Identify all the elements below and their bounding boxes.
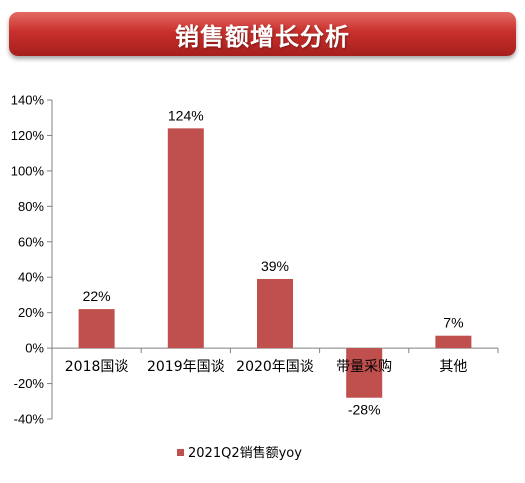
category-label: 带量采购	[336, 359, 392, 375]
category-label: 其他	[439, 359, 467, 375]
data-label: 22%	[83, 288, 111, 304]
data-label: 39%	[261, 258, 289, 274]
y-tick-label: -40%	[14, 412, 45, 427]
y-tick-label: 40%	[18, 270, 44, 285]
y-tick-label: 100%	[11, 163, 45, 178]
y-tick-label: 140%	[11, 93, 45, 108]
legend: 2021Q2销售额yoy	[177, 445, 302, 461]
data-label: 7%	[443, 315, 463, 331]
category-labels: 2018国谈 2019年国谈 2020年国谈 带量采购 其他	[65, 359, 468, 375]
bar	[346, 348, 383, 398]
y-tick-label: -20%	[14, 376, 45, 391]
category-label: 2018国谈	[65, 359, 129, 375]
legend-swatch	[177, 449, 184, 456]
bar	[257, 278, 293, 349]
category-label: 2020年国谈	[236, 359, 314, 375]
y-tick-label: 0%	[25, 341, 44, 356]
title-banner: 销售额增长分析	[9, 12, 516, 56]
y-tick-label: 20%	[18, 305, 44, 320]
y-axis: -40% -20% 0% 20% 40% 60% 80% 100% 120% 140%	[11, 93, 499, 427]
data-label: -28%	[348, 402, 381, 418]
y-tick-label: 80%	[18, 199, 44, 214]
y-tick-label: 120%	[11, 128, 45, 143]
data-label: 124%	[168, 107, 204, 123]
bar	[78, 309, 115, 349]
chart-title: 销售额增长分析	[175, 22, 350, 51]
bars	[78, 128, 472, 398]
legend-label: 2021Q2销售额yoy	[188, 445, 302, 461]
data-labels: 22% 124% 39% -28% 7%	[83, 107, 464, 417]
y-tick-label: 60%	[18, 234, 44, 249]
bar	[167, 128, 204, 349]
category-label: 2019年国谈	[147, 359, 225, 375]
bar	[435, 335, 472, 349]
